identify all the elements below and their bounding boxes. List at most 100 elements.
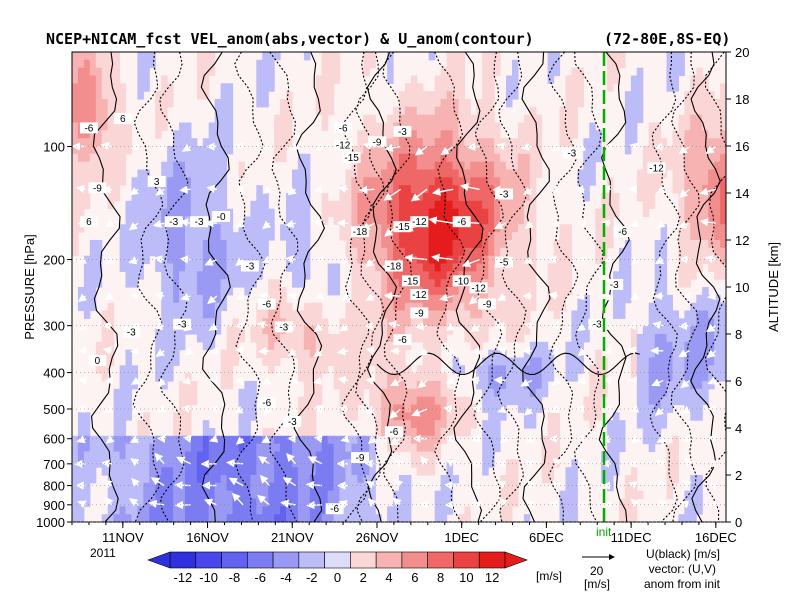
heatmap-cell	[476, 146, 483, 155]
heatmap-cell	[428, 287, 436, 296]
heatmap-cell	[702, 240, 709, 249]
heatmap-cell	[196, 67, 204, 77]
heatmap-cell	[529, 208, 537, 218]
heatmap-cell	[303, 506, 311, 515]
heatmap-cell	[327, 514, 335, 522]
heatmap-cell	[179, 153, 186, 163]
wind-vector	[576, 481, 586, 490]
heatmap-cell	[202, 326, 210, 335]
heatmap-cell	[107, 443, 115, 453]
heatmap-cell	[220, 357, 228, 366]
heatmap-cell	[339, 467, 346, 476]
heatmap-cell	[440, 208, 448, 218]
heatmap-cell	[648, 310, 656, 319]
heatmap-cell	[286, 514, 293, 522]
heatmap-cell	[619, 302, 626, 312]
heatmap-cell	[446, 263, 454, 272]
heatmap-cell	[512, 388, 519, 398]
heatmap-cell	[553, 435, 561, 445]
heatmap-cell	[83, 279, 91, 288]
heatmap-cell	[416, 428, 424, 437]
heatmap-cell	[351, 506, 358, 515]
heatmap-cell	[464, 122, 471, 131]
heatmap-cell	[226, 83, 234, 92]
heatmap-cell	[89, 106, 97, 116]
heatmap-cell	[315, 341, 323, 351]
heatmap-cell	[434, 396, 442, 406]
heatmap-cell	[190, 193, 198, 202]
heatmap-cell	[654, 388, 662, 398]
heatmap-cell	[95, 59, 103, 69]
heatmap-cell	[345, 404, 352, 413]
heatmap-cell	[613, 75, 620, 84]
wind-vector	[681, 405, 691, 414]
heatmap-cell	[553, 287, 561, 296]
heatmap-cell	[506, 318, 513, 327]
heatmap-cell	[333, 208, 341, 218]
heatmap-cell	[363, 146, 370, 155]
heatmap-cell	[410, 373, 418, 382]
heatmap-cell	[173, 130, 180, 139]
heatmap-cell	[208, 153, 216, 163]
heatmap-cell	[482, 310, 489, 319]
heatmap-cell	[202, 451, 210, 460]
heatmap-cell	[77, 193, 85, 202]
heatmap-cell	[422, 318, 430, 327]
heatmap-cell	[107, 146, 115, 155]
heatmap-cell	[226, 240, 234, 249]
heatmap-cell	[583, 334, 590, 343]
contour-label-bg	[410, 289, 429, 300]
heatmap-cell	[529, 240, 537, 249]
heatmap-cell	[250, 451, 257, 460]
heatmap-cell	[512, 138, 519, 147]
heatmap-cell	[220, 381, 228, 390]
heatmap-cell	[250, 334, 257, 343]
heatmap-cell	[196, 240, 204, 249]
heatmap-cell	[613, 294, 620, 304]
wind-vector	[497, 405, 507, 414]
heatmap-cell	[387, 200, 394, 210]
heatmap-cell	[494, 216, 501, 225]
heatmap-cell	[696, 114, 703, 124]
heatmap-cell	[113, 83, 121, 92]
heatmap-cell	[553, 420, 561, 429]
heatmap-cell	[428, 193, 436, 202]
heatmap-cell	[506, 294, 513, 304]
heatmap-cell	[274, 279, 281, 288]
heatmap-cell	[137, 255, 144, 265]
heatmap-cell	[512, 381, 519, 390]
heatmap-cell	[83, 498, 91, 507]
heatmap-cell	[404, 373, 412, 382]
heatmap-cell	[89, 287, 97, 296]
heatmap-cell	[482, 326, 489, 335]
heatmap-cell	[642, 388, 650, 398]
heatmap-cell	[488, 52, 495, 61]
heatmap-cell	[399, 91, 406, 100]
heatmap-cell	[309, 404, 317, 413]
heatmap-cell	[149, 467, 156, 476]
heatmap-cell	[214, 279, 222, 288]
heatmap-cell	[149, 435, 156, 445]
wind-vector	[470, 376, 480, 385]
heatmap-cell	[357, 396, 364, 406]
heatmap-cell	[410, 420, 418, 429]
heatmap-cell	[393, 388, 400, 398]
wind-vector	[443, 404, 454, 413]
heatmap-cell	[190, 247, 198, 257]
heatmap-cell	[595, 224, 602, 233]
heatmap-cell	[571, 114, 578, 124]
heatmap-cell	[238, 443, 245, 453]
heatmap-cell	[702, 99, 709, 108]
heatmap-cell	[315, 83, 323, 92]
heatmap-cell	[648, 146, 656, 155]
heatmap-cell	[488, 404, 495, 413]
heatmap-cell	[506, 153, 513, 163]
contour-label: -6	[618, 227, 627, 238]
contour-line	[434, 52, 466, 522]
heatmap-cell	[702, 208, 709, 218]
heatmap-cell	[607, 475, 614, 484]
heatmap-cell	[506, 200, 513, 210]
heatmap-cell	[470, 247, 477, 257]
heatmap-cell	[512, 67, 519, 77]
heatmap-cell	[77, 99, 85, 108]
